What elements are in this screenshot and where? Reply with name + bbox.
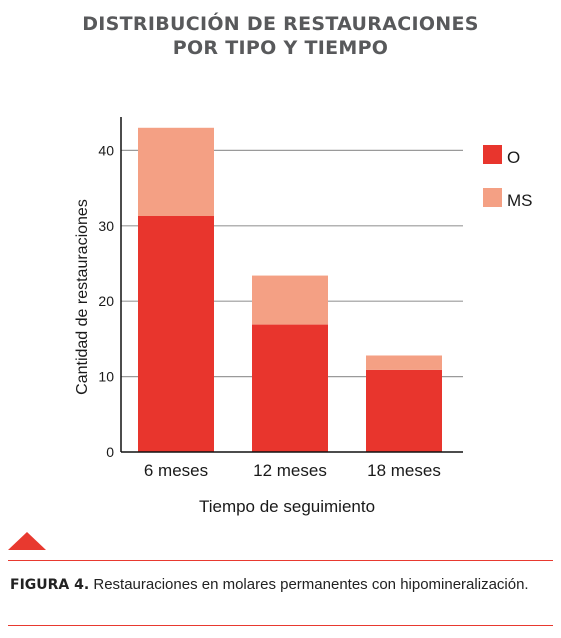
legend: O MS — [483, 145, 533, 210]
chart-title: DISTRIBUCIÓN DE RESTAURACIONES POR TIPO … — [0, 12, 561, 60]
x-tick-labels: 6 meses 12 meses 18 meses — [144, 461, 441, 480]
x-tick-label: 6 meses — [144, 461, 208, 480]
y-axis-label: Cantidad de restauraciones — [74, 199, 91, 395]
chart-title-line-2: POR TIPO Y TIEMPO — [172, 37, 389, 59]
legend-swatch-o — [483, 145, 502, 164]
x-tick-label: 18 meses — [367, 461, 441, 480]
x-axis-label: Tiempo de seguimiento — [199, 497, 375, 516]
caption-bottom-rule — [8, 625, 553, 626]
legend-label-ms: MS — [507, 191, 533, 210]
y-tick-label: 20 — [98, 293, 114, 309]
y-tick-label: 40 — [98, 142, 114, 158]
figure-caption: FIGURA 4. Restauraciones en molares perm… — [10, 575, 550, 595]
bar-segment-o-2 — [252, 324, 328, 452]
caption-top-rule — [8, 560, 553, 561]
bar-segment-ms-2 — [252, 275, 328, 325]
y-tick-label: 10 — [98, 369, 114, 385]
y-tick-labels: 0 10 20 30 40 — [98, 142, 114, 460]
bar-chart: 0 10 20 30 40 6 meses 12 meses 18 meses Cantid… — [74, 117, 533, 516]
x-tick-label: 12 meses — [253, 461, 327, 480]
bar-segment-o-1 — [138, 215, 214, 452]
y-tick-label: 0 — [106, 444, 114, 460]
chart-title-line-1: DISTRIBUCIÓN DE RESTAURACIONES — [82, 13, 479, 35]
bar-segment-ms-1 — [138, 127, 214, 216]
y-tick-label: 30 — [98, 218, 114, 234]
section-marker-triangle — [8, 532, 46, 550]
figure-caption-text: Restauraciones en molares permanentes co… — [89, 576, 529, 593]
bar-segment-o-3 — [366, 369, 442, 452]
figure-label: FIGURA 4. — [10, 577, 90, 593]
legend-swatch-ms — [483, 188, 502, 207]
bar-segment-ms-3 — [366, 355, 442, 370]
legend-label-o: O — [507, 148, 520, 167]
bars — [138, 127, 442, 452]
